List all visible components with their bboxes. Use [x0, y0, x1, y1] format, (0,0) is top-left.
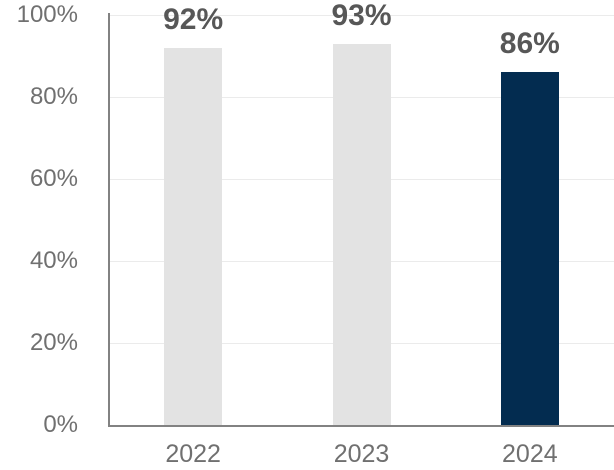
y-axis-tick-label-40: 40%: [29, 247, 78, 274]
x-axis-tick-label-2022: 2022: [165, 440, 221, 468]
data-label-2022: 92%: [163, 2, 224, 36]
bar-2022: [164, 47, 223, 425]
y-axis-tick-label-80: 80%: [29, 83, 78, 110]
bar-2024: [500, 72, 559, 425]
y-axis-tick-label-100: 100%: [16, 1, 78, 28]
x-axis-tick-label-2023: 2023: [333, 440, 390, 468]
data-label-2024: 86%: [499, 27, 560, 61]
x-axis-tick-label-2024: 2024: [502, 440, 558, 468]
gridline-100: [109, 14, 614, 16]
bar-2023: [332, 43, 391, 425]
y-axis-tick-label-60: 60%: [29, 165, 78, 192]
x-axis-line: [108, 425, 614, 427]
y-axis-line: [108, 13, 110, 427]
y-axis-tick-label-0: 0%: [43, 411, 78, 438]
data-label-2023: 93%: [331, 0, 392, 32]
y-axis-tick-label-20: 20%: [29, 329, 78, 356]
